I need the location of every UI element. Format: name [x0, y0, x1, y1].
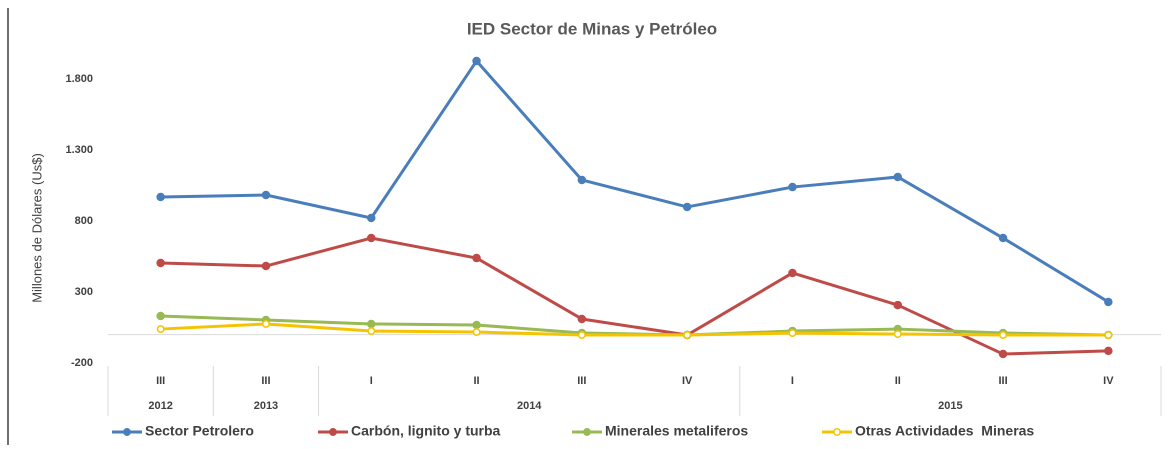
- x-tick-label: III: [156, 375, 165, 387]
- data-point: [577, 175, 587, 185]
- data-point: [999, 331, 1007, 339]
- legend-label: Minerales metaliferos: [605, 423, 748, 439]
- y-tick-label: 1.300: [65, 144, 93, 156]
- x-group-label: 2012: [148, 400, 172, 412]
- data-point: [998, 233, 1008, 243]
- data-point: [367, 233, 376, 243]
- x-tick-label: IV: [1103, 375, 1114, 387]
- data-point: [472, 56, 481, 66]
- data-point: [367, 213, 376, 223]
- legend-marker: [583, 428, 591, 436]
- series-line: [160, 236, 1109, 356]
- legend-marker: [123, 428, 131, 436]
- x-group-label: 2014: [517, 400, 542, 412]
- x-tick-label: II: [473, 375, 479, 387]
- legend-label: Sector Petrolero: [145, 423, 254, 439]
- chart-title: IED Sector de Minas y Petróleo: [467, 19, 717, 38]
- data-point: [261, 190, 271, 200]
- data-point: [1104, 346, 1113, 356]
- data-point: [367, 327, 376, 335]
- data-point: [472, 320, 481, 330]
- y-tick-label: 800: [75, 215, 93, 227]
- data-point: [893, 330, 902, 338]
- data-point: [682, 202, 692, 212]
- data-point: [893, 300, 902, 310]
- x-tick-label: III: [261, 375, 270, 387]
- data-point: [472, 328, 481, 336]
- data-point: [156, 311, 165, 321]
- data-point: [788, 329, 797, 337]
- data-point: [472, 253, 481, 263]
- data-point: [156, 325, 165, 334]
- x-group-label: 2015: [938, 400, 962, 412]
- y-tick-label: -200: [71, 357, 93, 369]
- data-point: [156, 192, 165, 202]
- data-point: [156, 258, 165, 268]
- y-axis-label: Millones de Dólares (Us$): [29, 153, 44, 303]
- series-line: [160, 59, 1110, 304]
- data-point: [788, 182, 797, 192]
- x-tick-label: I: [791, 375, 794, 387]
- data-point: [577, 314, 587, 324]
- data-point: [1104, 297, 1113, 307]
- data-point: [998, 349, 1008, 359]
- x-tick-label: IV: [682, 375, 693, 387]
- x-tick-label: III: [998, 375, 1007, 387]
- legend-marker: [833, 428, 841, 436]
- x-tick-label: III: [577, 375, 586, 387]
- data-point: [683, 331, 692, 339]
- x-group-label: 2013: [254, 400, 278, 412]
- series-line: [160, 322, 1109, 337]
- x-tick-label: II: [895, 375, 901, 387]
- data-point: [262, 320, 270, 328]
- legend-marker: [329, 428, 337, 436]
- data-point: [893, 172, 902, 182]
- data-point: [261, 261, 271, 271]
- x-tick-label: I: [370, 375, 373, 387]
- data-point: [367, 319, 376, 329]
- legend-label: Carbón, lignito y turba: [351, 423, 501, 439]
- y-tick-label: 1.800: [65, 73, 93, 85]
- y-tick-label: 300: [75, 286, 93, 298]
- legend-label: Otras Actividades Mineras: [855, 423, 1034, 439]
- data-point: [577, 331, 586, 339]
- data-point: [1104, 331, 1113, 339]
- data-point: [788, 268, 797, 278]
